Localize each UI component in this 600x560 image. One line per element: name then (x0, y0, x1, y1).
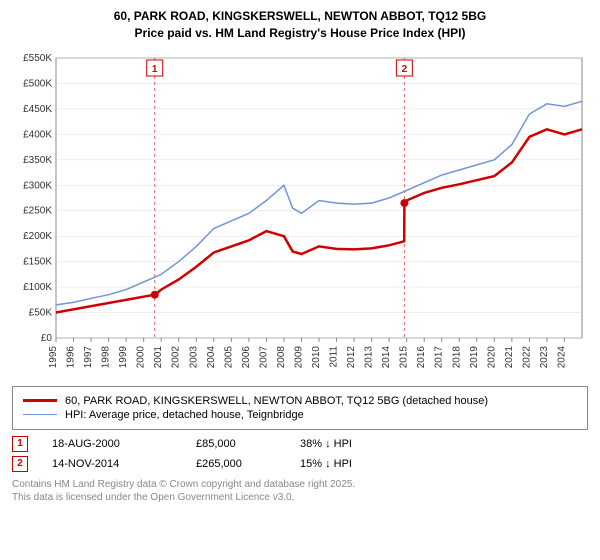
legend-row-hpi: HPI: Average price, detached house, Teig… (23, 409, 577, 421)
svg-text:2019: 2019 (469, 345, 480, 368)
svg-text:2004: 2004 (206, 345, 217, 368)
event-delta-1: 38% ↓ HPI (300, 438, 352, 450)
legend: 60, PARK ROAD, KINGSKERSWELL, NEWTON ABB… (12, 386, 588, 430)
svg-text:2002: 2002 (171, 345, 182, 368)
event-badge-2: 2 (12, 456, 28, 472)
event-row-1: 1 18-AUG-2000 £85,000 38% ↓ HPI (12, 436, 588, 452)
svg-text:£400K: £400K (23, 129, 52, 140)
attribution-line-2: This data is licensed under the Open Gov… (12, 491, 588, 504)
chart-title: 60, PARK ROAD, KINGSKERSWELL, NEWTON ABB… (8, 8, 592, 42)
svg-text:2008: 2008 (276, 345, 287, 368)
title-line-2: Price paid vs. HM Land Registry's House … (8, 25, 592, 42)
svg-text:2012: 2012 (346, 345, 357, 368)
attribution-line-1: Contains HM Land Registry data © Crown c… (12, 478, 588, 491)
attribution: Contains HM Land Registry data © Crown c… (12, 478, 588, 504)
svg-text:2015: 2015 (399, 345, 410, 368)
legend-label-1: 60, PARK ROAD, KINGSKERSWELL, NEWTON ABB… (65, 395, 488, 407)
legend-swatch-blue (23, 414, 57, 415)
svg-text:2: 2 (402, 64, 408, 75)
legend-label-2: HPI: Average price, detached house, Teig… (65, 409, 304, 421)
svg-text:2000: 2000 (136, 345, 147, 368)
legend-swatch-red (23, 399, 57, 402)
svg-text:2009: 2009 (293, 345, 304, 368)
event-badge-1: 1 (12, 436, 28, 452)
svg-text:2023: 2023 (539, 345, 550, 368)
svg-text:2001: 2001 (153, 345, 164, 368)
svg-text:1997: 1997 (83, 345, 94, 368)
event-row-2: 2 14-NOV-2014 £265,000 15% ↓ HPI (12, 456, 588, 472)
svg-text:2024: 2024 (556, 345, 567, 368)
svg-text:£150K: £150K (23, 256, 52, 267)
svg-text:2007: 2007 (258, 345, 269, 368)
event-delta-2: 15% ↓ HPI (300, 458, 352, 470)
svg-text:2017: 2017 (434, 345, 445, 368)
svg-text:2021: 2021 (504, 345, 515, 368)
svg-text:2014: 2014 (381, 345, 392, 368)
svg-text:£500K: £500K (23, 78, 52, 89)
line-chart-svg: £0 £50K £100K £150K £200K £250K £300K £350K £400… (8, 48, 588, 378)
svg-text:2016: 2016 (416, 345, 427, 368)
svg-text:1996: 1996 (66, 345, 77, 368)
svg-text:1998: 1998 (101, 345, 112, 368)
title-line-1: 60, PARK ROAD, KINGSKERSWELL, NEWTON ABB… (8, 8, 592, 25)
svg-text:£50K: £50K (29, 307, 53, 318)
svg-text:2022: 2022 (521, 345, 532, 368)
svg-text:£450K: £450K (23, 104, 52, 115)
svg-text:2018: 2018 (451, 345, 462, 368)
event-date-2: 14-NOV-2014 (52, 458, 172, 470)
svg-text:1999: 1999 (118, 345, 129, 368)
event-price-2: £265,000 (196, 458, 276, 470)
event-price-1: £85,000 (196, 438, 276, 450)
svg-text:2003: 2003 (188, 345, 199, 368)
svg-text:£100K: £100K (23, 282, 52, 293)
chart-area: £0 £50K £100K £150K £200K £250K £300K £350K £400… (8, 48, 592, 378)
svg-text:£0: £0 (41, 333, 53, 344)
svg-text:£250K: £250K (23, 205, 52, 216)
svg-text:2020: 2020 (486, 345, 497, 368)
svg-text:2005: 2005 (223, 345, 234, 368)
svg-text:2006: 2006 (241, 345, 252, 368)
svg-text:2011: 2011 (329, 345, 340, 367)
svg-text:£350K: £350K (23, 154, 52, 165)
svg-text:£550K: £550K (23, 53, 52, 64)
legend-row-price-paid: 60, PARK ROAD, KINGSKERSWELL, NEWTON ABB… (23, 395, 577, 407)
svg-text:£300K: £300K (23, 180, 52, 191)
svg-text:1995: 1995 (48, 345, 59, 368)
svg-text:2010: 2010 (311, 345, 322, 368)
svg-text:£200K: £200K (23, 231, 52, 242)
event-date-1: 18-AUG-2000 (52, 438, 172, 450)
event-list: 1 18-AUG-2000 £85,000 38% ↓ HPI 2 14-NOV… (12, 436, 588, 472)
svg-text:1: 1 (152, 64, 158, 75)
svg-text:2013: 2013 (364, 345, 375, 368)
